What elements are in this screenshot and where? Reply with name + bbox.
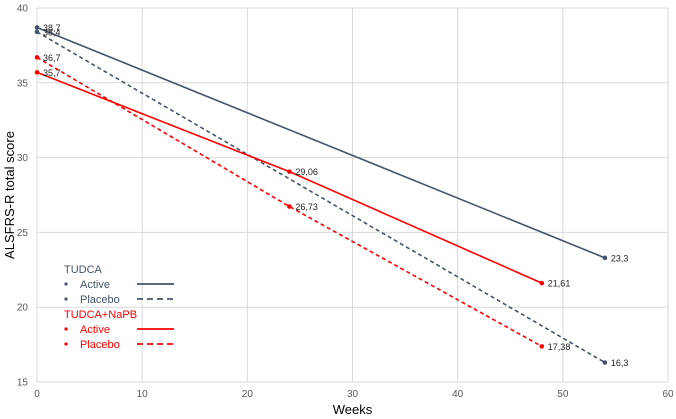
legend-bullet [64, 282, 68, 286]
y-tick-label: 25 [17, 228, 29, 239]
x-tick-label: 10 [137, 389, 149, 400]
x-tick-label: 60 [662, 389, 674, 400]
y-tick-label: 30 [17, 153, 29, 164]
x-tick-label: 20 [242, 389, 254, 400]
data-label: 23,3 [611, 253, 629, 263]
y-tick-label: 40 [17, 4, 29, 15]
legend-entry-label: Placebo [80, 294, 120, 306]
y-tick-label: 20 [17, 303, 29, 314]
data-point [34, 25, 40, 30]
legend: TUDCA Active Placebo TUDCA+NaPB Active Placeb… [64, 264, 174, 351]
data-point [539, 344, 545, 349]
data-label: 17,38 [548, 342, 571, 352]
data-point [602, 255, 608, 261]
legend-bullet [64, 327, 68, 331]
data-point [287, 204, 292, 209]
data-point [602, 360, 608, 365]
series-line [36, 56, 543, 348]
gridlines [36, 7, 669, 383]
x-tick-label: 30 [347, 389, 359, 400]
data-label: 36,7 [43, 53, 61, 63]
legend-bullet [64, 342, 68, 346]
data-label: 21,61 [548, 279, 571, 289]
data-point [539, 280, 545, 286]
legend-entry-label: Active [80, 279, 110, 291]
legend-group-title: TUDCA+NaPB [64, 309, 137, 321]
x-tick-label: 50 [557, 389, 569, 400]
data-label: 35,7 [43, 68, 61, 78]
series-line [36, 26, 606, 259]
legend-entry-label: Active [80, 324, 110, 336]
x-tick-label: 40 [452, 389, 464, 400]
data-label: 38,7 [43, 23, 61, 33]
legend-entry-label: Placebo [80, 339, 120, 351]
data-label: 38,4 [43, 27, 61, 37]
data-label: 16,3 [611, 358, 629, 368]
data-point [34, 55, 40, 60]
series-lines: 38,7 23,3 38,4 16,3 35,7 29,06 21,61 36,7 26,73 1… [34, 23, 629, 368]
data-point [34, 29, 40, 35]
x-tick-label: 0 [34, 389, 40, 400]
y-tick-label: 35 [17, 78, 29, 89]
legend-bullet [64, 297, 68, 301]
y-axis-title: ALSFRS-R total score [2, 131, 17, 259]
data-label: 26,73 [295, 202, 318, 212]
legend-group-title: TUDCA [64, 264, 103, 276]
data-point [287, 169, 292, 174]
data-point [34, 70, 40, 75]
x-axis-title: Weeks [333, 402, 373, 417]
data-label: 29,06 [295, 167, 318, 177]
tick-labels: 0 10 20 30 40 50 60 15 20 25 30 35 40 [17, 4, 674, 401]
y-tick-label: 15 [17, 378, 29, 389]
series-line [36, 31, 606, 364]
